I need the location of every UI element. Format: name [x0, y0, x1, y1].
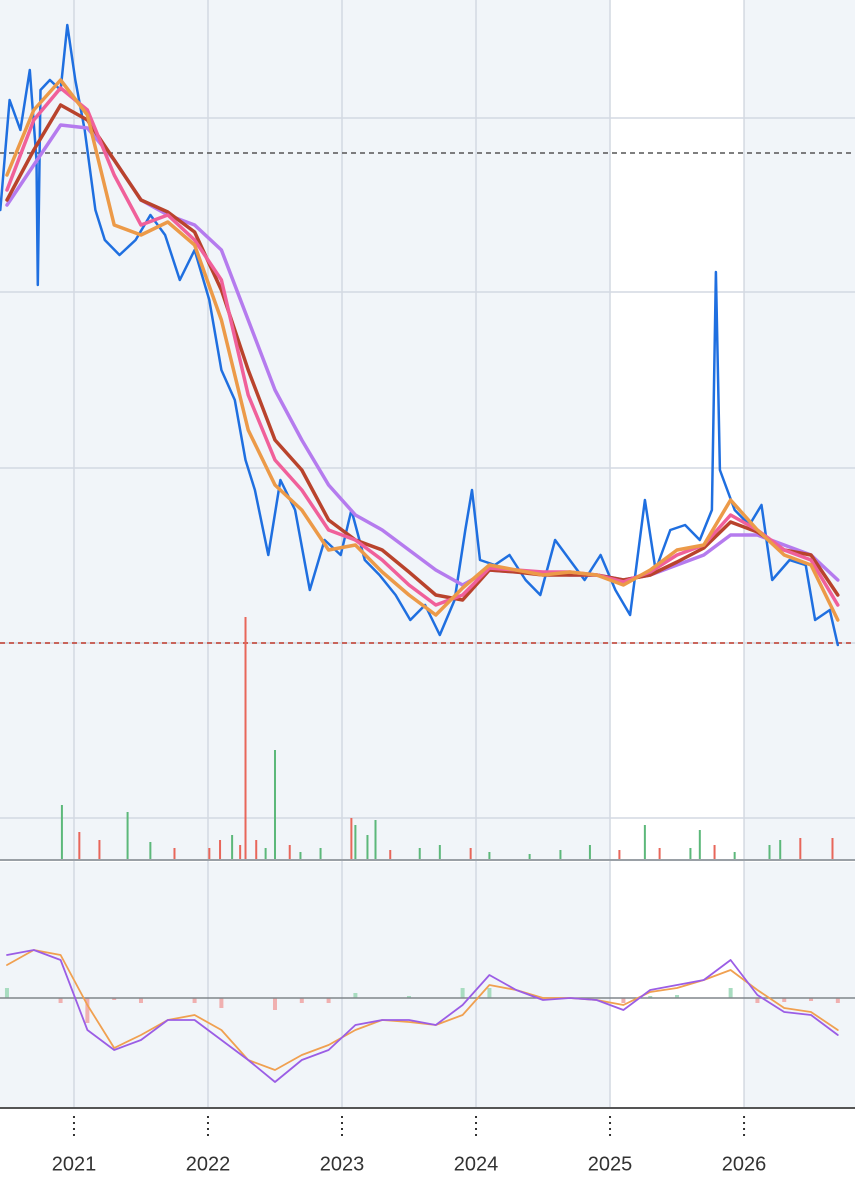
volume-bar	[299, 852, 302, 860]
moving-average-line	[5, 103, 840, 602]
macd-histogram-bar	[219, 998, 224, 1008]
macd-histogram-bar	[138, 998, 143, 1003]
volume-bar	[389, 850, 392, 860]
macd-histogram-bar	[460, 988, 465, 998]
volume-bar	[126, 812, 129, 860]
x-tick-label: 2021	[52, 1153, 97, 1175]
macd-histogram-bar	[192, 998, 197, 1003]
volume-bar	[78, 832, 81, 860]
volume-bar	[658, 848, 661, 860]
macd-histogram-bar	[835, 998, 840, 1003]
volume-bar	[149, 842, 152, 860]
macd-histogram-bar	[487, 988, 492, 998]
x-tick-label: 2024	[454, 1153, 499, 1175]
volume-bar	[469, 848, 472, 860]
volume-bar	[231, 835, 234, 860]
volume-bar	[418, 848, 421, 860]
volume-bar	[239, 845, 242, 860]
macd-histogram-bar	[728, 988, 733, 998]
macd-histogram-bar	[809, 998, 814, 1001]
macd-histogram-bar	[755, 998, 760, 1003]
macd-histogram-bar	[85, 998, 90, 1023]
volume-bar	[264, 848, 267, 860]
x-tick-label: 2025	[588, 1153, 633, 1175]
macd-histogram-bar	[782, 998, 787, 1002]
macd-histogram-bar	[407, 996, 412, 998]
volume-bar	[350, 818, 353, 860]
volume-bar	[689, 848, 692, 860]
volume-bar	[799, 838, 802, 860]
volume-bar	[60, 805, 63, 860]
macd-histogram-bar	[541, 998, 546, 1000]
macd-histogram-bar	[112, 998, 117, 1000]
volume-bar	[618, 850, 621, 860]
volume-bar	[698, 830, 701, 860]
moving-average-line	[5, 78, 840, 622]
volume-bar	[768, 845, 771, 860]
volume-bar	[733, 852, 736, 860]
volume-bar	[173, 848, 176, 860]
volume-bar	[488, 852, 491, 860]
x-tick-label: 2026	[722, 1153, 767, 1175]
volume-bar	[713, 845, 716, 860]
volume-bar	[98, 840, 101, 860]
macd-histogram-bar	[299, 998, 304, 1003]
macd-histogram-bar	[621, 998, 626, 1003]
volume-bar	[559, 850, 562, 860]
volume-bar	[374, 820, 377, 860]
volume-bar	[354, 825, 357, 860]
volume-bar	[219, 840, 222, 860]
macd-histogram-bar	[353, 993, 358, 998]
x-tick-label: 2022	[186, 1153, 231, 1175]
macd-line	[6, 949, 839, 1083]
price-line	[0, 23, 840, 647]
volume-bar	[643, 825, 646, 860]
shaded-range	[610, 0, 745, 860]
macd-histogram-bar	[272, 998, 277, 1010]
macd-histogram-bar	[326, 998, 331, 1003]
volume-bar	[255, 840, 258, 860]
volume-bar	[208, 848, 211, 860]
volume-bar	[528, 854, 531, 860]
volume-bar	[366, 835, 369, 860]
volume-bar	[588, 845, 591, 860]
macd-histogram-bar	[648, 996, 653, 998]
macd-histogram-bar	[675, 995, 680, 998]
macd-histogram-bar	[4, 988, 9, 998]
volume-bar	[779, 840, 782, 860]
volume-bar	[831, 838, 834, 860]
volume-bar	[288, 845, 291, 860]
macd-histogram-bar	[58, 998, 63, 1003]
x-tick-label: 2023	[320, 1153, 365, 1175]
volume-bar	[438, 845, 441, 860]
volume-bar	[244, 617, 247, 860]
volume-bar	[319, 848, 322, 860]
volume-bar	[273, 750, 276, 860]
